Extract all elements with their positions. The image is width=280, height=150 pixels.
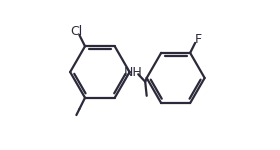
Text: F: F (195, 33, 202, 46)
Text: Cl: Cl (71, 25, 83, 38)
Text: NH: NH (124, 66, 143, 79)
